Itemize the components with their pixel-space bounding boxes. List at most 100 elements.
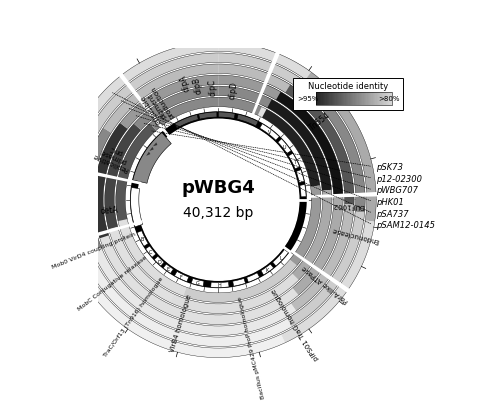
Polygon shape — [287, 212, 364, 327]
Polygon shape — [64, 223, 134, 246]
Bar — [358, 92, 360, 106]
Bar — [333, 92, 334, 106]
Bar — [370, 92, 372, 106]
Polygon shape — [60, 205, 127, 324]
Polygon shape — [130, 112, 307, 288]
Bar — [374, 92, 376, 106]
Polygon shape — [292, 196, 343, 296]
Polygon shape — [218, 113, 235, 119]
Polygon shape — [108, 227, 174, 303]
Polygon shape — [260, 124, 280, 141]
Text: dipD: dipD — [228, 81, 239, 99]
Bar — [390, 92, 392, 106]
Bar — [382, 92, 383, 106]
Bar — [350, 92, 351, 106]
Text: >80%: >80% — [378, 96, 400, 102]
Bar — [362, 92, 364, 106]
Text: F: F — [180, 274, 182, 279]
Polygon shape — [218, 98, 262, 116]
Bar — [354, 92, 355, 106]
Bar — [378, 92, 379, 106]
Bar — [352, 92, 354, 106]
Polygon shape — [174, 115, 199, 129]
Bar — [334, 92, 336, 106]
Text: pHK01: pHK01 — [376, 198, 404, 207]
Bar — [366, 92, 368, 106]
Polygon shape — [130, 188, 142, 227]
Text: G: G — [196, 280, 200, 285]
Bar — [365, 92, 366, 106]
Bar — [356, 92, 358, 106]
Text: 40,312 bp: 40,312 bp — [183, 206, 254, 220]
Bar — [343, 92, 344, 106]
Polygon shape — [134, 87, 218, 131]
Polygon shape — [146, 152, 150, 157]
Polygon shape — [290, 186, 321, 266]
Bar — [326, 92, 328, 106]
Polygon shape — [218, 76, 280, 101]
Bar — [355, 92, 356, 106]
Polygon shape — [218, 54, 300, 87]
Bar — [361, 92, 362, 106]
Polygon shape — [218, 65, 290, 93]
Polygon shape — [262, 97, 332, 191]
Polygon shape — [288, 154, 300, 169]
Polygon shape — [146, 303, 296, 336]
Bar — [319, 92, 320, 106]
Bar — [318, 92, 319, 106]
Circle shape — [58, 40, 380, 361]
Polygon shape — [272, 250, 288, 266]
Text: D: D — [158, 259, 161, 264]
Polygon shape — [116, 98, 321, 303]
Bar — [388, 92, 390, 106]
Bar — [346, 92, 347, 106]
Text: C: C — [148, 249, 152, 254]
Polygon shape — [137, 231, 148, 247]
Text: DUF1002: DUF1002 — [332, 201, 364, 208]
Text: MobC Conjugative relaxase: MobC Conjugative relaxase — [77, 254, 148, 311]
Polygon shape — [261, 264, 274, 275]
Text: E: E — [166, 267, 170, 272]
Polygon shape — [198, 113, 217, 120]
Bar — [383, 92, 384, 106]
Bar — [360, 92, 361, 106]
Text: pSA737: pSA737 — [376, 209, 409, 218]
Polygon shape — [86, 54, 218, 140]
Polygon shape — [146, 246, 156, 258]
Polygon shape — [84, 218, 152, 315]
Polygon shape — [94, 124, 128, 239]
Bar — [348, 92, 350, 106]
Polygon shape — [296, 170, 304, 183]
Text: ParA-like ATPase: ParA-like ATPase — [301, 264, 350, 303]
Bar — [372, 92, 374, 106]
Text: T: T — [293, 159, 296, 164]
Polygon shape — [218, 87, 272, 108]
Text: pWBG707: pWBG707 — [376, 186, 418, 195]
Bar — [340, 92, 342, 106]
Text: Mob0 VirD4 coupling protein: Mob0 VirD4 coupling protein — [50, 231, 136, 270]
Polygon shape — [150, 148, 154, 152]
Polygon shape — [300, 185, 306, 198]
Text: detA: detA — [100, 204, 118, 215]
Text: VirB4 homologue: VirB4 homologue — [170, 293, 192, 352]
Polygon shape — [72, 136, 95, 265]
Circle shape — [138, 120, 299, 281]
Bar — [322, 92, 324, 106]
Polygon shape — [150, 98, 218, 131]
Polygon shape — [134, 312, 292, 347]
Bar — [351, 92, 352, 106]
Polygon shape — [184, 260, 297, 303]
Bar — [325, 92, 326, 106]
Polygon shape — [160, 288, 298, 325]
Text: TraC/Orf13 (Tn916) homologue: TraC/Orf13 (Tn916) homologue — [104, 275, 164, 357]
Polygon shape — [104, 87, 332, 314]
Polygon shape — [72, 212, 140, 320]
Text: Bacillus pMC429 ProP homologue: Bacillus pMC429 ProP homologue — [238, 295, 266, 398]
Polygon shape — [292, 190, 332, 281]
Polygon shape — [163, 264, 173, 274]
Bar — [342, 92, 343, 106]
Bar — [320, 92, 322, 106]
Bar — [364, 92, 365, 106]
Polygon shape — [290, 250, 350, 293]
Text: p12-02300: p12-02300 — [376, 174, 422, 183]
